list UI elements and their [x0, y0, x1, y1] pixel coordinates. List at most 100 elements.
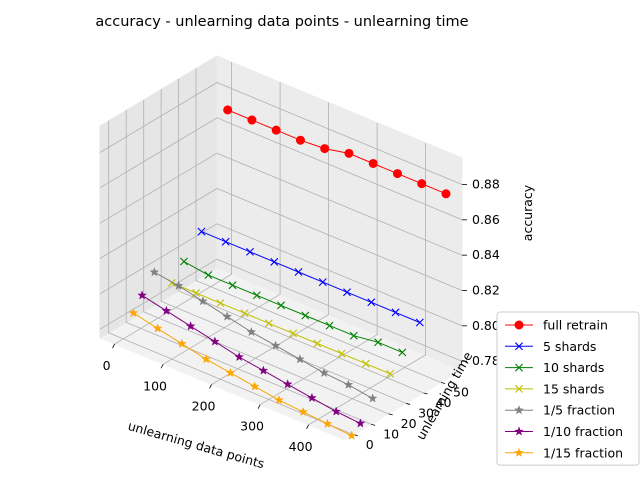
legend-item: 10 shards	[505, 360, 604, 375]
data-point	[180, 257, 189, 266]
x-tick-label: 300	[240, 419, 264, 434]
data-point	[228, 281, 237, 290]
z-tick-label: 0.88	[472, 177, 500, 192]
data-point	[386, 369, 395, 378]
data-point	[277, 301, 286, 310]
data-point	[331, 406, 342, 416]
y-tick-mark	[371, 423, 376, 426]
data-point	[343, 288, 352, 297]
data-point	[177, 338, 187, 348]
data-point	[295, 135, 305, 145]
data-point	[346, 430, 357, 440]
legend-label: 15 shards	[543, 381, 604, 396]
data-point	[368, 158, 378, 168]
series-full-retrain	[223, 105, 451, 199]
y-gridline	[125, 110, 372, 425]
data-point	[282, 379, 293, 389]
data-point	[392, 169, 402, 179]
data-point	[197, 227, 206, 236]
data-point	[307, 392, 317, 403]
data-point	[264, 319, 273, 328]
data-point	[391, 308, 400, 317]
y-tick-label: 50	[453, 385, 469, 400]
y-tick-label: 30	[418, 405, 434, 420]
series-group	[128, 105, 451, 440]
series-line	[183, 261, 403, 353]
chart-title: accuracy - unlearning data points - unle…	[95, 14, 468, 30]
series-line	[133, 312, 352, 437]
data-point	[367, 298, 376, 307]
z-tick-label: 0.82	[472, 283, 500, 298]
legend-box	[496, 311, 640, 466]
z-axis-label: accuracy	[520, 184, 535, 241]
data-point	[258, 365, 269, 375]
series-line	[201, 231, 420, 323]
data-point	[137, 290, 147, 300]
y-tick-label: 10	[383, 426, 399, 441]
x-gridline	[308, 142, 427, 426]
series-1-10-fraction	[137, 290, 366, 428]
series-line	[171, 282, 391, 375]
data-point	[398, 348, 407, 357]
data-point	[240, 309, 249, 318]
legend-marker	[515, 342, 523, 351]
data-point	[185, 321, 196, 331]
y-tick-mark	[440, 382, 446, 384]
z-gridline	[99, 188, 463, 291]
legend-label: 1/10 fraction	[543, 424, 623, 439]
data-point	[173, 280, 184, 290]
y-tick-mark	[423, 392, 428, 395]
y-tick-mark	[388, 413, 393, 416]
data-point	[149, 267, 160, 277]
data-point	[234, 351, 245, 362]
data-point	[201, 354, 212, 364]
data-point	[221, 237, 230, 246]
y-gridline	[143, 99, 389, 415]
x-tick-mark	[257, 404, 261, 409]
data-point	[337, 349, 346, 358]
x-gridline	[211, 102, 330, 385]
legend-item: 1/5 fraction	[505, 403, 615, 418]
data-point	[349, 331, 358, 340]
series-line	[141, 294, 361, 424]
data-point	[319, 367, 330, 378]
legend-marker	[515, 384, 523, 393]
x-tick-label: 100	[143, 378, 167, 393]
z-gridline	[99, 82, 463, 185]
data-point	[325, 321, 334, 330]
x-tick-mark	[160, 364, 164, 369]
data-point	[289, 329, 298, 338]
x-gridline	[162, 82, 281, 365]
series-line	[154, 271, 373, 399]
z-gridline	[99, 258, 463, 362]
data-point	[441, 189, 451, 199]
data-point	[247, 115, 257, 125]
data-point	[161, 305, 172, 315]
x-tick-mark	[209, 384, 212, 389]
legend-label: full retrain	[543, 318, 608, 333]
legend-marker	[515, 363, 523, 372]
back-wall-pane	[216, 55, 463, 371]
z-tick-label: 0.80	[472, 318, 500, 333]
data-point	[271, 125, 281, 135]
data-point	[209, 336, 220, 346]
legend-label: 5 shards	[543, 339, 596, 354]
data-point	[313, 339, 322, 348]
x-tick-mark	[112, 343, 115, 349]
data-point	[274, 394, 284, 405]
data-point	[298, 406, 309, 417]
data-point	[322, 418, 333, 428]
data-point	[361, 359, 370, 368]
data-point	[367, 393, 378, 403]
y-gridline	[195, 68, 442, 383]
z-gridline	[99, 152, 463, 256]
data-point	[204, 271, 213, 280]
y-tick-label: 0	[366, 437, 374, 452]
data-point	[301, 311, 310, 320]
data-point	[294, 354, 305, 364]
y-tick-label: 20	[401, 416, 417, 431]
legend-label: 10 shards	[543, 360, 604, 375]
gridlines	[99, 62, 463, 436]
